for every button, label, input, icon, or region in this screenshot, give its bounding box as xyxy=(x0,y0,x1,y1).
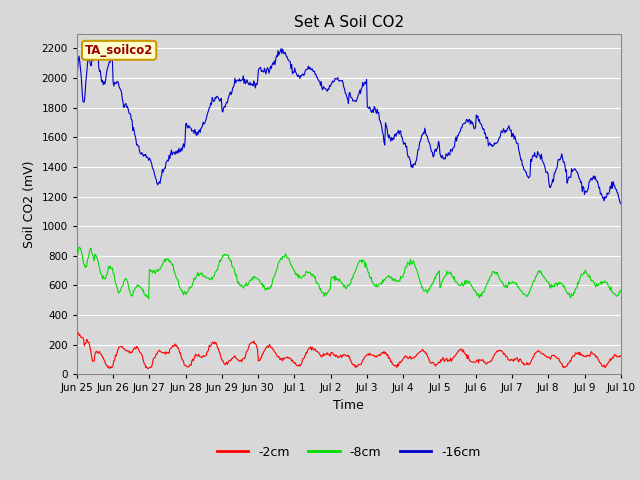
-2cm xyxy=(617,354,625,360)
-8cm xyxy=(76,244,83,250)
-8cm xyxy=(73,252,81,258)
-8cm xyxy=(433,272,440,278)
-8cm xyxy=(224,252,232,258)
-8cm xyxy=(84,258,92,264)
Text: TA_soilco2: TA_soilco2 xyxy=(85,44,154,57)
-16cm xyxy=(416,140,424,146)
-16cm xyxy=(431,146,439,152)
-16cm xyxy=(617,201,625,207)
-16cm xyxy=(140,153,147,159)
Line: -16cm: -16cm xyxy=(77,48,621,204)
-8cm xyxy=(140,288,147,293)
-8cm xyxy=(617,288,625,293)
Line: -8cm: -8cm xyxy=(77,247,621,299)
-2cm xyxy=(416,349,424,355)
-2cm xyxy=(431,363,439,369)
-2cm xyxy=(140,358,147,364)
-16cm xyxy=(73,77,81,83)
Y-axis label: Soil CO2 (mV): Soil CO2 (mV) xyxy=(23,160,36,248)
Legend: -2cm, -8cm, -16cm: -2cm, -8cm, -16cm xyxy=(212,441,486,464)
Line: -2cm: -2cm xyxy=(77,331,621,369)
-16cm xyxy=(195,128,202,134)
-2cm xyxy=(106,366,113,372)
-16cm xyxy=(83,71,90,77)
Title: Set A Soil CO2: Set A Soil CO2 xyxy=(294,15,404,30)
X-axis label: Time: Time xyxy=(333,399,364,412)
-8cm xyxy=(145,296,152,302)
-8cm xyxy=(417,280,424,286)
-2cm xyxy=(195,351,202,357)
-2cm xyxy=(73,328,81,334)
-2cm xyxy=(83,336,90,342)
-16cm xyxy=(223,100,231,106)
-8cm xyxy=(196,272,204,278)
-16cm xyxy=(93,45,101,51)
-2cm xyxy=(223,361,231,367)
